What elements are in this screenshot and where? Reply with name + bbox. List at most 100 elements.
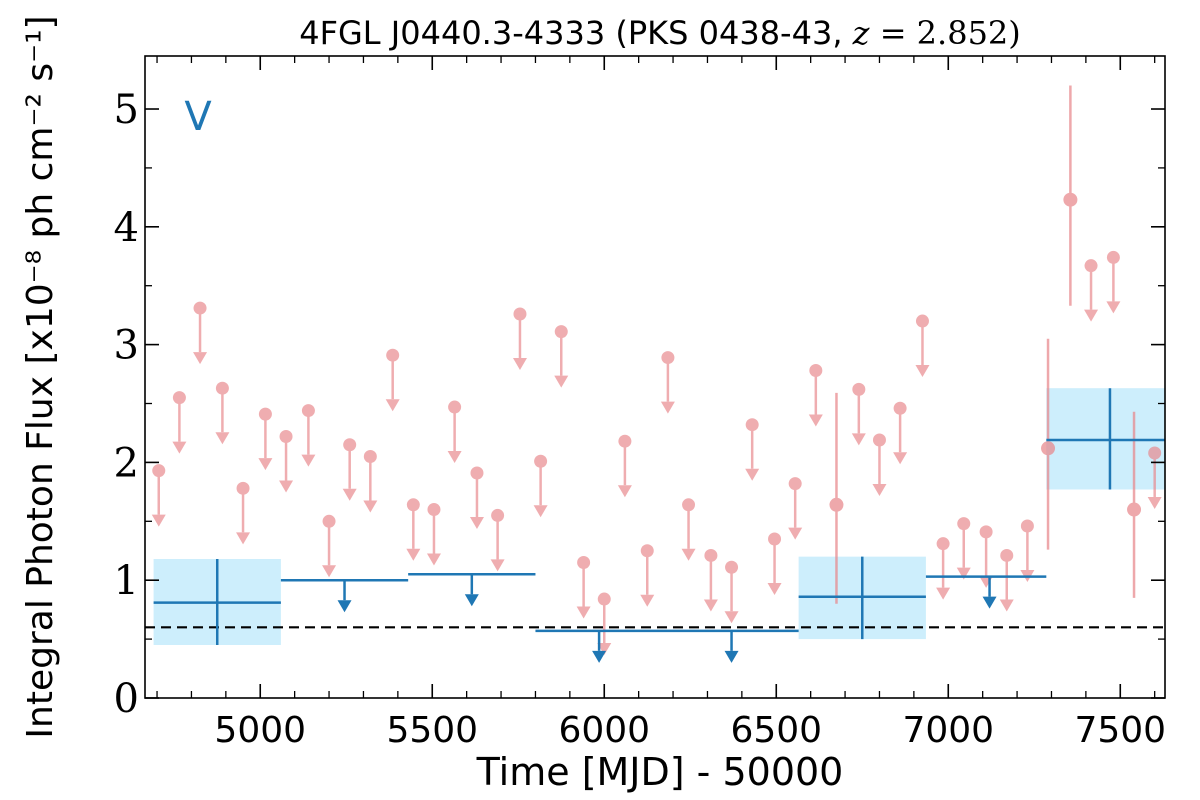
short-bin-point [1127,502,1142,517]
short-bin-point [491,508,505,522]
short-bin-point [554,325,568,339]
ul-arrow-head [915,365,930,378]
short-bin-point [152,464,166,478]
ul-arrow-head [447,451,462,464]
short-bin-upper-limit [999,548,1014,612]
short-bin-upper-limit [512,307,527,370]
short-bin-upper-limit [1084,259,1099,322]
plot-area: 5000 5500 6000 6500 7000 7500 0 1 2 3 4 5 [114,55,1166,751]
short-bin-upper-limit [322,514,337,578]
short-bin-upper-limit [915,314,930,378]
short-bin-point [1148,446,1162,460]
long-bin-ul-arrow-head [337,600,352,613]
plot-frame [144,55,1166,699]
ul-arrow-head [999,599,1014,612]
short-bin-upper-limit [236,481,251,545]
ul-arrow-head [576,606,591,619]
long-bin-ul-arrow-head [724,650,739,663]
short-bin-point [1000,548,1014,562]
ul-arrow-head [215,432,230,445]
short-bin-upper-limit [1106,250,1121,314]
ul-arrow-head [512,357,527,370]
ul-arrow-head [681,548,696,561]
panel-label: V [184,94,212,140]
ul-arrow-head [724,611,739,624]
short-bin-point [577,556,591,570]
chart-title: 4FGL J0440.3-4333 (PKS 0438-43, z = 2.85… [299,14,1021,52]
ul-arrow-head [342,488,357,501]
short-bin-point [1020,519,1034,533]
short-bin-upper-limit [851,382,866,446]
ul-arrow-head [1106,301,1121,314]
long-bin-ul-arrow-head [464,594,479,607]
ul-arrow-head [956,567,971,580]
short-bin-upper-limit [597,592,612,656]
short-bin-detection [1063,85,1078,306]
short-bin-upper-limit [1020,519,1035,583]
x-tick-label: 6000 [558,710,650,751]
short-bin-upper-limit [640,544,655,607]
short-bin-point [1084,259,1098,273]
short-bin-point [1063,192,1078,207]
short-bin-point [386,348,400,362]
short-bin-point [1041,441,1056,456]
short-bin-point [534,454,548,468]
short-bin-point [852,382,866,396]
ul-arrow-head [151,514,166,527]
short-bin-point [470,466,484,480]
ul-arrow-head [703,599,718,612]
short-bin-point [893,401,907,415]
short-bin-point [704,548,718,562]
short-bin-upper-limit [215,381,230,445]
y-tick-label: 4 [114,205,139,251]
y-axis-label: Integral Photon Flux [x10⁻⁸ ph cm⁻² s⁻¹] [20,15,61,738]
x-tick-label: 7500 [1074,710,1166,751]
ul-arrow-head [767,582,782,595]
short-bin-point [406,498,420,512]
short-bin-point [768,532,782,546]
short-bin-point [193,301,207,315]
x-tick-label: 7000 [902,710,994,751]
short-bin-upper-limit [363,450,378,513]
short-bin-upper-limit [385,348,400,412]
short-bin-point [745,418,759,432]
ul-arrow-head [597,643,612,656]
ul-arrow-head [193,352,208,365]
ul-arrow-head [808,414,823,427]
long-bin-ul-arrow-head [982,596,997,609]
short-bin-upper-limit [406,498,421,561]
short-bin-point [363,450,377,464]
ul-arrow-head [279,480,294,493]
short-bin-point [809,364,823,378]
ul-arrow-head [660,401,675,414]
short-bin-point [725,560,739,574]
short-bin-upper-limit [808,364,823,427]
short-bin-upper-limit [447,400,462,464]
short-bin-point [427,503,441,517]
ul-arrow-head [533,505,548,518]
short-bin-point [172,391,186,405]
short-bin-point [301,404,315,418]
ul-arrow-head [554,375,569,388]
ul-arrow-head [851,433,866,446]
short-bin-point [829,497,844,512]
y-tick-label: 2 [114,440,139,486]
short-bin-point [258,407,272,421]
short-bin-upper-limit [426,503,441,566]
ul-arrow-head [363,500,378,513]
y-tick-label: 1 [114,558,139,604]
short-bin-upper-limit [617,434,632,498]
short-bin-upper-limit [956,517,971,580]
short-bin-upper-limit [788,477,803,540]
short-bin-point [618,434,632,448]
y-tick-label: 5 [114,87,139,133]
short-bin-upper-limit [681,498,696,561]
short-bin-upper-limit [279,429,294,493]
short-bin-point [979,525,993,539]
short-bin-upper-limit [469,466,484,530]
ul-arrow-head [258,458,273,471]
ul-arrow-head [172,441,187,454]
short-bin-upper-limit [342,438,357,501]
short-bin-detection [829,392,844,604]
